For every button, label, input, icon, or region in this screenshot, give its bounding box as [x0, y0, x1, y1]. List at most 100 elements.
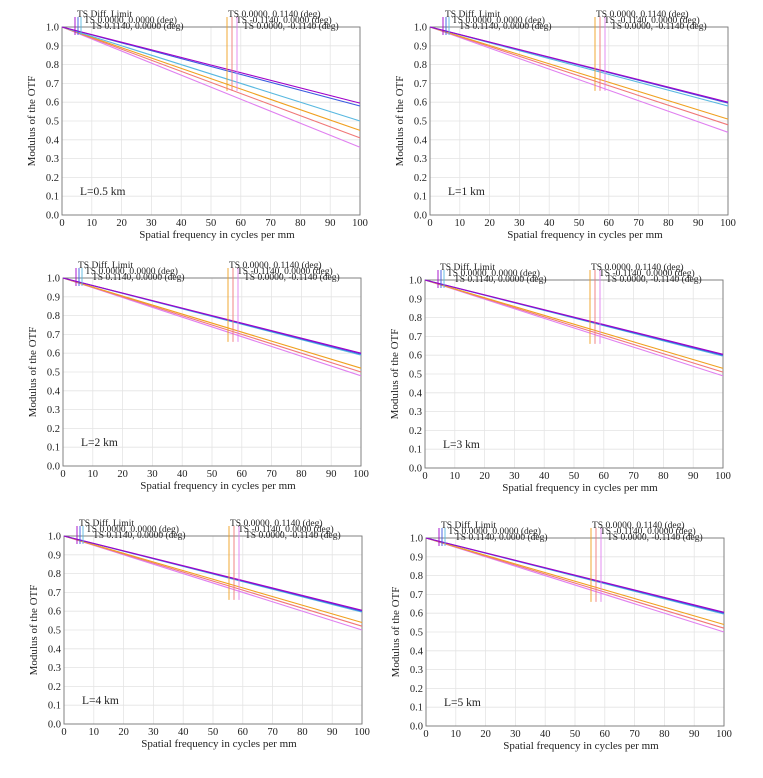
- legend-label: TS -0.1140, 0.0000 (deg): [604, 15, 700, 26]
- legend-label: TS Diff. Limit: [79, 518, 134, 529]
- series-line: [62, 277, 362, 369]
- series-line: [61, 26, 361, 148]
- series-line: [63, 535, 363, 631]
- y-tick-label: 0.1: [409, 445, 422, 456]
- series-line: [425, 537, 725, 626]
- otf-panel-2: 0 10 20 30 40 50 60 70 80 90 100 0.0 0.1 0.2 0.3 0.4 0.5…: [394, 9, 736, 241]
- x-tick-label: 30: [146, 218, 157, 229]
- x-tick-label: 30: [148, 727, 159, 738]
- x-tick-label: 10: [455, 218, 466, 229]
- y-tick-label: 0.6: [46, 98, 59, 109]
- x-tick-label: 80: [658, 471, 669, 482]
- otf-panel-3: 0 10 20 30 40 50 60 70 80 90 100 0.0 0.1 0.2 0.3 0.4 0.5…: [27, 260, 369, 492]
- legend-label: TS 0.0000, 0.1140 (deg): [228, 9, 321, 20]
- legend-label: TS Diff. Limit: [445, 9, 500, 20]
- y-axis-label: Modulus of the OTF: [27, 327, 39, 418]
- x-tick-label: 60: [600, 729, 611, 740]
- legend-label: TS 0.1140, 0.0000 (deg): [459, 21, 552, 32]
- y-tick-label: 0.0: [47, 462, 60, 473]
- y-tick-label: 0.2: [410, 684, 423, 695]
- otf-panel-6: 0 10 20 30 40 50 60 70 80 90 100 0.0 0.1 0.2 0.3 0.4 0.5…: [390, 520, 732, 752]
- legend-label: TS 0.0000, 0.0000 (deg): [452, 15, 545, 26]
- x-tick-label: 90: [327, 727, 338, 738]
- legend-label: TS 0.1140, 0.0000 (deg): [454, 274, 547, 285]
- y-tick-label: 1.0: [409, 276, 422, 287]
- y-tick-label: 0.9: [48, 550, 61, 561]
- x-tick-label: 70: [267, 727, 278, 738]
- distance-annotation: L=4 km: [82, 695, 119, 707]
- y-tick-label: 0.4: [409, 388, 423, 399]
- series-line: [61, 26, 361, 139]
- y-tick-label: 0.2: [47, 424, 60, 435]
- series-line: [63, 535, 363, 627]
- x-tick-label: 20: [479, 471, 490, 482]
- series-line: [424, 279, 724, 369]
- x-tick-label: 40: [540, 729, 551, 740]
- legend-label: TS 0.0000, 0.0000 (deg): [447, 268, 540, 279]
- distance-annotation: L=3 km: [443, 439, 480, 451]
- y-tick-label: 0.1: [410, 703, 423, 714]
- otf-panel-5: 0 10 20 30 40 50 60 70 80 90 100 0.0 0.1 0.2 0.3 0.4 0.5…: [28, 518, 370, 750]
- y-tick-label: 0.6: [410, 609, 423, 620]
- y-tick-label: 0.5: [46, 117, 59, 128]
- y-tick-label: 0.4: [410, 646, 424, 657]
- x-tick-label: 50: [208, 727, 219, 738]
- otf-panel-1: 0 10 20 30 40 50 60 70 80 90 100 0.0 0.1 0.2 0.3 0.4 0.5…: [26, 9, 368, 241]
- x-axis-label: Spatial frequency in cycles per mm: [140, 480, 296, 492]
- x-tick-label: 60: [238, 727, 249, 738]
- x-tick-label: 20: [118, 727, 129, 738]
- legend-label: TS 0.0000, 0.1140 (deg): [229, 260, 322, 271]
- y-axis-label: Modulus of the OTF: [389, 329, 401, 420]
- x-tick-label: 80: [297, 727, 308, 738]
- y-tick-label: 0.0: [46, 211, 59, 222]
- y-tick-label: 0.5: [410, 628, 423, 639]
- y-tick-label: 0.0: [414, 211, 427, 222]
- x-tick-label: 50: [206, 218, 217, 229]
- y-tick-label: 0.9: [410, 552, 423, 563]
- y-tick-label: 0.4: [46, 135, 60, 146]
- x-tick-label: 10: [451, 729, 462, 740]
- y-tick-label: 0.5: [409, 370, 422, 381]
- legend-label: TS 0.1140, 0.0000 (deg): [455, 532, 548, 543]
- x-tick-label: 80: [295, 218, 306, 229]
- y-tick-label: 0.6: [48, 607, 61, 618]
- x-axis-label: Spatial frequency in cycles per mm: [503, 740, 659, 752]
- legend-label: TS 0.0000, -0.1140 (deg): [245, 530, 341, 541]
- x-tick-label: 30: [509, 471, 520, 482]
- y-tick-label: 0.7: [414, 79, 427, 90]
- x-tick-label: 0: [422, 471, 427, 482]
- legend-label: TS -0.1140, 0.0000 (deg): [236, 15, 332, 26]
- y-tick-label: 0.4: [414, 135, 428, 146]
- series-line: [425, 537, 725, 633]
- series-line: [424, 279, 724, 373]
- x-tick-label: 10: [89, 727, 100, 738]
- y-tick-label: 0.9: [409, 294, 422, 305]
- x-tick-label: 70: [629, 729, 640, 740]
- y-tick-label: 0.8: [48, 569, 61, 580]
- x-tick-label: 70: [628, 471, 639, 482]
- distance-annotation: L=1 km: [448, 186, 485, 198]
- y-tick-label: 0.8: [414, 60, 427, 71]
- y-tick-label: 0.7: [47, 330, 60, 341]
- y-tick-label: 0.8: [46, 60, 59, 71]
- y-tick-label: 0.2: [409, 426, 422, 437]
- x-tick-label: 100: [720, 218, 736, 229]
- x-tick-label: 10: [450, 471, 461, 482]
- x-tick-label: 50: [569, 471, 580, 482]
- x-tick-label: 0: [423, 729, 428, 740]
- legend-label: TS -0.1140, 0.0000 (deg): [600, 526, 696, 537]
- y-tick-label: 0.3: [409, 407, 422, 418]
- legend-label: TS 0.0000, -0.1140 (deg): [243, 21, 339, 32]
- legend-label: TS 0.0000, 0.0000 (deg): [86, 524, 179, 535]
- x-tick-label: 10: [88, 469, 99, 480]
- x-tick-label: 50: [207, 469, 218, 480]
- legend-label: TS 0.0000, 0.1140 (deg): [596, 9, 689, 20]
- x-tick-label: 60: [237, 469, 248, 480]
- y-tick-label: 0.2: [414, 173, 427, 184]
- series-line: [424, 279, 724, 355]
- y-tick-label: 0.0: [410, 722, 423, 733]
- y-tick-label: 0.7: [410, 590, 423, 601]
- x-axis-label: Spatial frequency in cycles per mm: [139, 229, 295, 241]
- series-line: [424, 279, 724, 377]
